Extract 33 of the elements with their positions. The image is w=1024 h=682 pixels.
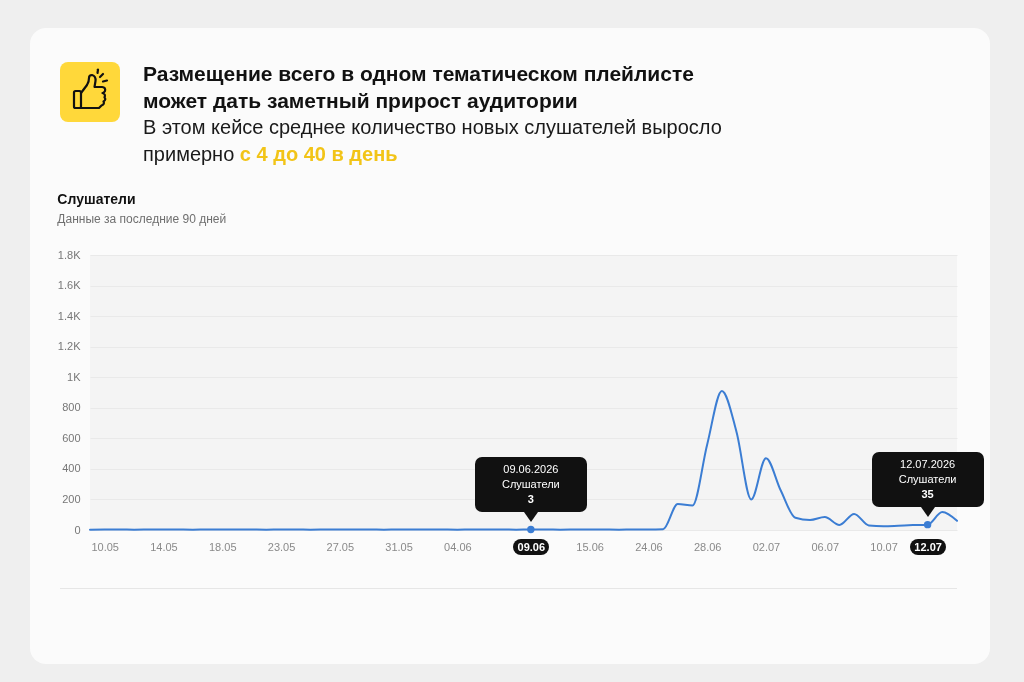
chart-title: Слушатели	[57, 191, 136, 207]
x-tick-label: 06.07	[811, 540, 840, 553]
y-tick-label: 1.2K	[57, 340, 82, 353]
annotation: 12.07.2026 Слушатели 35	[897, 456, 958, 502]
x-tick-label: 10.05	[91, 540, 119, 553]
y-tick-label: 800	[62, 401, 81, 414]
x-tick-label: 02.07	[752, 540, 781, 553]
y-tick-label: 0	[74, 523, 81, 536]
x-tick-label: 28.06	[693, 540, 722, 553]
x-tick-label: 24.06	[635, 540, 663, 553]
x-tick-label: 04.06	[444, 540, 472, 553]
x-tick-label: 09.06	[517, 540, 546, 553]
y-tick-label: 400	[62, 462, 81, 475]
y-tick-label: 600	[62, 431, 81, 444]
annotation: 09.06.2026 Слушатели 3	[500, 461, 561, 507]
y-tick-label: 1.6K	[57, 279, 82, 292]
x-tick-label: 10.07	[870, 540, 898, 553]
x-tick-label: 15.06	[576, 540, 604, 553]
tooltip: 12.07.2026 Слушатели 35	[871, 451, 984, 507]
tooltip: 09.06.2026 Слушатели 3	[474, 456, 587, 512]
y-tick-label: 1.8K	[57, 248, 82, 261]
chart-subtitle: Данные за последние 90 дней	[57, 212, 227, 226]
x-tick-label: 12.07	[914, 540, 942, 553]
text: Размещение всего в одном тематическом плейлисте может дать заметный прирост аудитории	[143, 61, 695, 114]
x-tick-label: 27.05	[326, 540, 355, 553]
x-tick-label: 31.05	[385, 540, 413, 553]
x-tick-label: 18.05	[208, 540, 237, 553]
y-tick-label: 1.4K	[57, 309, 82, 322]
x-tick-label: 14.05	[150, 540, 178, 553]
text: с 4 до 40 в день	[239, 143, 398, 165]
x-tick-label: 23.05	[267, 540, 296, 553]
y-tick-label: 200	[62, 492, 81, 505]
y-tick-label: 1K	[67, 370, 82, 383]
